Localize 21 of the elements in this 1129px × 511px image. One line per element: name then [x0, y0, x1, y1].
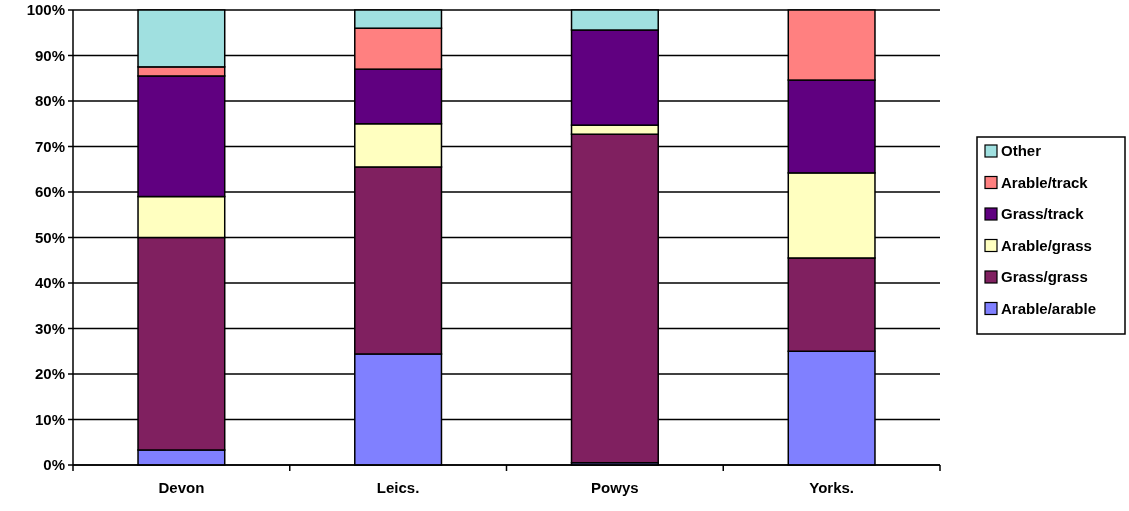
y-tick-label: 70% — [34, 137, 65, 155]
y-tick-label: 20% — [34, 365, 65, 383]
x-tick-label: Powys — [591, 479, 639, 496]
legend-label: Other — [1001, 142, 1042, 160]
y-tick-label: 60% — [34, 183, 65, 201]
x-tick-label: Yorks. — [809, 479, 854, 496]
x-tick-label: Leics. — [376, 479, 420, 496]
y-tick-label: 80% — [34, 92, 65, 110]
legend-label: Arable/track — [1001, 173, 1089, 191]
y-tick-label: 10% — [34, 410, 65, 428]
y-tick-label: 0% — [43, 456, 65, 474]
y-tick-label: 90% — [34, 46, 65, 64]
legend-label: Grass/grass — [1001, 268, 1088, 286]
legend-label: Arable/arable — [1001, 299, 1097, 317]
y-tick-label: 30% — [34, 319, 65, 337]
legend-label: Arable/grass — [1001, 236, 1092, 254]
legend-label: Grass/track — [1001, 205, 1085, 223]
y-tick-label: 40% — [34, 274, 65, 292]
x-tick-label: Devon — [158, 479, 205, 496]
y-tick-label: 50% — [34, 228, 65, 246]
y-tick-label: 100% — [26, 1, 65, 19]
